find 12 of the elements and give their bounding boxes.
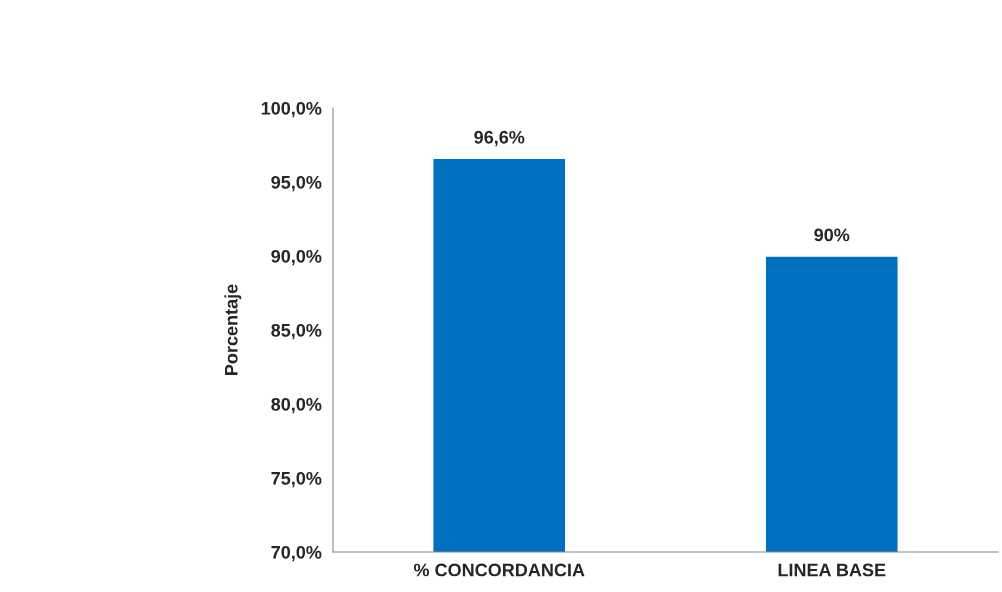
y-tick-label: 90,0% (271, 249, 322, 266)
y-axis-title: Porcentaje (224, 284, 242, 375)
y-tick-label: 70,0% (271, 545, 322, 562)
data-label: 90% (814, 228, 850, 242)
y-tick-label: 85,0% (271, 323, 322, 340)
data-label: 96,6% (474, 130, 525, 147)
y-tick-label: 100,0% (261, 101, 322, 118)
y-tick-label: 80,0% (271, 397, 322, 414)
x-tick-label: LINEA BASE (778, 563, 886, 577)
x-tick-label: % CONCORDANCIA (413, 563, 585, 577)
y-tick-label: 75,0% (271, 471, 322, 488)
y-tick-label: 95,0% (271, 175, 322, 192)
